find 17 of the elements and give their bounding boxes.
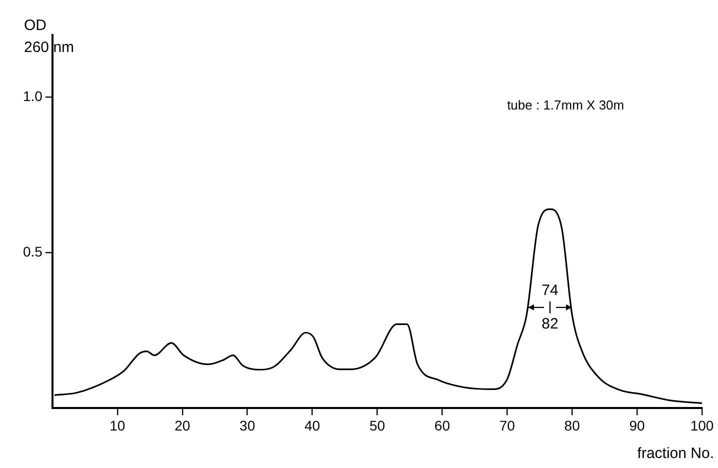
- x-tick-label: 20: [174, 417, 190, 434]
- x-tick-label: 10: [110, 417, 126, 434]
- x-axis-title: fraction No.: [637, 445, 714, 462]
- y-tick-label: 1.0: [22, 88, 43, 104]
- x-tick-label: 80: [564, 417, 580, 434]
- y-axis-title: OD 260 nm: [24, 17, 74, 56]
- x-tick-label: 90: [629, 417, 646, 434]
- x-tick-label: 70: [499, 417, 516, 434]
- x-tick-label: 50: [369, 417, 386, 434]
- annotation: tube : 1.7mm X 30m: [507, 97, 624, 112]
- annotation: 74: [542, 282, 558, 299]
- y-tick-label: 0.5: [22, 244, 43, 260]
- x-tick-label: 40: [304, 417, 320, 434]
- x-tick-label: 30: [240, 417, 256, 434]
- x-tick-label: 100: [690, 417, 714, 434]
- annotation: 82: [542, 315, 558, 332]
- x-tick-label: 60: [434, 417, 450, 434]
